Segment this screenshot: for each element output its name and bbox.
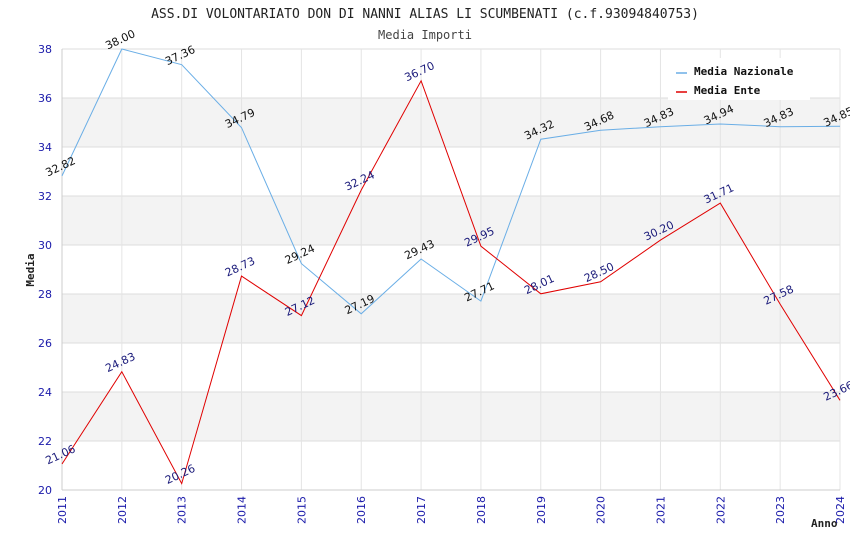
x-tick-label: 2013	[176, 496, 189, 524]
plot-band	[62, 294, 840, 343]
plot-band	[62, 392, 840, 441]
x-tick-label: 2012	[116, 496, 129, 524]
plot-band	[62, 343, 840, 392]
y-tick-label: 22	[38, 435, 52, 448]
y-tick-label: 34	[38, 141, 52, 154]
plot-band	[62, 98, 840, 147]
legend-label-nazionale: Media Nazionale	[694, 65, 794, 78]
x-tick-label: 2022	[714, 496, 727, 524]
y-tick-label: 28	[38, 288, 52, 301]
chart-subtitle: Media Importi	[378, 28, 472, 42]
plot-band	[62, 441, 840, 490]
x-tick-label: 2021	[654, 496, 667, 524]
series-lines	[61, 48, 841, 485]
x-tick-label: 2020	[595, 496, 608, 524]
x-tick-label: 2011	[56, 496, 69, 524]
legend-background	[668, 58, 810, 100]
x-tick-label: 2017	[415, 496, 428, 524]
x-tick-label: 2019	[535, 496, 548, 524]
x-tick-label: 2016	[355, 496, 368, 524]
y-tick-label: 32	[38, 190, 52, 203]
x-axis-label: Anno	[811, 517, 838, 530]
series-line-nazionale	[61, 48, 841, 315]
y-tick-label: 36	[38, 92, 52, 105]
axes	[61, 49, 840, 491]
chart-title: ASS.DI VOLONTARIATO DON DI NANNI ALIAS L…	[151, 7, 699, 22]
y-tick-label: 26	[38, 337, 52, 350]
y-axis-label: Media	[24, 253, 37, 286]
y-tick-labels: 20 22 24 26 28 30 32 34 36 38	[38, 43, 52, 497]
plot-band	[62, 245, 840, 294]
y-tick-label: 20	[38, 484, 52, 497]
y-tick-label: 38	[38, 43, 52, 56]
plot-background-bands	[62, 49, 840, 490]
plot-band	[62, 196, 840, 245]
legend-label-ente: Media Ente	[694, 84, 761, 97]
y-tick-label: 24	[38, 386, 52, 399]
x-tick-label: 2014	[236, 496, 249, 524]
series-line-ente	[61, 79, 841, 485]
plot-band	[62, 147, 840, 196]
y-tick-label: 30	[38, 239, 52, 252]
legend: Media Nazionale Media Ente	[668, 58, 810, 100]
x-tick-label: 2023	[774, 496, 787, 524]
x-tick-label: 2024	[834, 496, 847, 524]
x-tick-label: 2015	[295, 496, 308, 524]
x-tick-label: 2018	[475, 496, 488, 524]
x-tick-labels: 2011 2012 2013 2014 2015 2016 2017 2018 2019 2020…	[56, 496, 847, 524]
